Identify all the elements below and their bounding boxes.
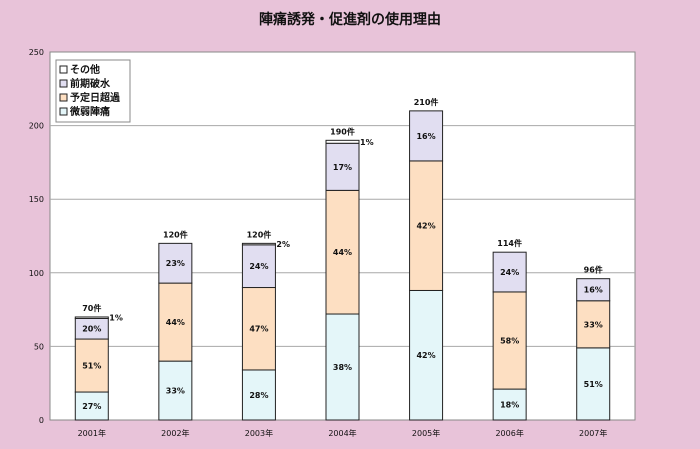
segment-label: 27% (82, 402, 101, 411)
y-tick-label: 50 (34, 342, 44, 351)
y-axis: 0 50 100 150 200 250 (29, 48, 44, 425)
bar-segment (325, 139, 360, 144)
x-tick-label: 2006年 (495, 428, 523, 438)
bars: 27% 51% 20% 1% 70件 33% 44% 23% 120件 28% 47% 24% 2% 12… (74, 97, 611, 421)
segment-label: 33% (584, 320, 603, 329)
bar-segment (492, 251, 527, 293)
legend-label: 予定日超過 (70, 91, 121, 104)
bar-total-label: 114件 (497, 238, 522, 248)
y-tick-label: 250 (29, 48, 44, 57)
bar-segment (325, 313, 360, 421)
y-tick-label: 200 (29, 122, 44, 131)
bar-segment (576, 300, 611, 349)
bar-total-label: 120件 (247, 229, 272, 239)
legend-swatch (59, 79, 68, 88)
chart-title: 陣痛誘発・促進剤の使用理由 (259, 12, 441, 28)
x-tick-label: 2001年 (78, 428, 106, 438)
bar-segment (409, 289, 444, 421)
segment-label: 1% (109, 314, 123, 323)
bar-total-label: 70件 (82, 303, 101, 313)
segment-label: 2% (276, 240, 290, 249)
segment-label: 18% (500, 401, 519, 410)
bar-stack: 38% 44% 17% 1% 190件 (325, 126, 374, 421)
x-tick-label: 2002年 (161, 428, 189, 438)
segment-label: 42% (416, 222, 435, 231)
x-tick-label: 2003年 (245, 428, 273, 438)
legend-label: その他 (70, 63, 100, 76)
y-tick-label: 100 (29, 269, 44, 278)
bar-segment (241, 369, 276, 421)
legend-item: 微弱陣痛 (59, 105, 110, 118)
bar-segment (241, 242, 276, 246)
segment-label: 16% (584, 286, 603, 295)
segment-label: 16% (416, 132, 435, 141)
segment-label: 51% (82, 362, 101, 371)
legend-label: 微弱陣痛 (69, 105, 110, 118)
bar-segment (576, 278, 611, 302)
x-axis: 2001年 2002年 2003年 2004年 2005年 2006年 2007年 (78, 428, 608, 438)
bar-stack: 33% 44% 23% 120件 (158, 229, 193, 421)
segment-label: 58% (500, 337, 519, 346)
bar-segment (409, 110, 444, 162)
bar-stack: 18% 58% 24% 114件 (492, 238, 527, 421)
legend-swatch (59, 107, 68, 116)
bar-segment (74, 316, 109, 319)
bar-segment (325, 142, 360, 191)
bar-segment (158, 242, 193, 284)
bar-stack: 42% 42% 16% 210件 (409, 97, 444, 421)
segment-label: 42% (416, 351, 435, 360)
segment-label: 1% (360, 138, 374, 147)
bar-segment (409, 160, 444, 291)
bar-stack: 51% 33% 16% 96件 (576, 265, 611, 421)
segment-label: 51% (584, 380, 603, 389)
x-tick-label: 2007年 (579, 428, 607, 438)
y-tick-label: 150 (29, 195, 44, 204)
bar-total-label: 120件 (163, 229, 188, 239)
legend-item: その他 (59, 63, 100, 76)
legend-item: 前期破水 (59, 77, 111, 90)
x-tick-label: 2004年 (328, 428, 356, 438)
bar-segment (74, 338, 109, 393)
legend-swatch (59, 93, 68, 102)
legend-label: 前期破水 (70, 77, 111, 90)
segment-label: 24% (249, 262, 268, 271)
bar-segment (241, 244, 276, 289)
bar-total-label: 210件 (414, 97, 439, 107)
legend-swatch (59, 65, 68, 74)
bar-stack: 28% 47% 24% 2% 120件 (241, 229, 290, 421)
segment-label: 20% (82, 325, 101, 334)
segment-label: 28% (249, 391, 268, 400)
bar-total-label: 190件 (330, 126, 355, 136)
y-tick-label: 0 (39, 416, 44, 425)
bar-segment (241, 287, 276, 371)
bar-total-label: 96件 (584, 265, 603, 275)
x-tick-label: 2005年 (412, 428, 440, 438)
segment-label: 38% (333, 363, 352, 372)
segment-label: 17% (333, 163, 352, 172)
legend-item: 予定日超過 (59, 91, 121, 104)
segment-label: 23% (166, 259, 185, 268)
bar-segment (492, 388, 527, 421)
segment-label: 44% (333, 248, 352, 257)
legend-box (55, 59, 131, 123)
bar-stack: 27% 51% 20% 1% 70件 (74, 303, 123, 421)
segment-label: 44% (166, 318, 185, 327)
segment-label: 24% (500, 268, 519, 277)
segment-label: 33% (166, 387, 185, 396)
segment-label: 47% (249, 325, 268, 334)
